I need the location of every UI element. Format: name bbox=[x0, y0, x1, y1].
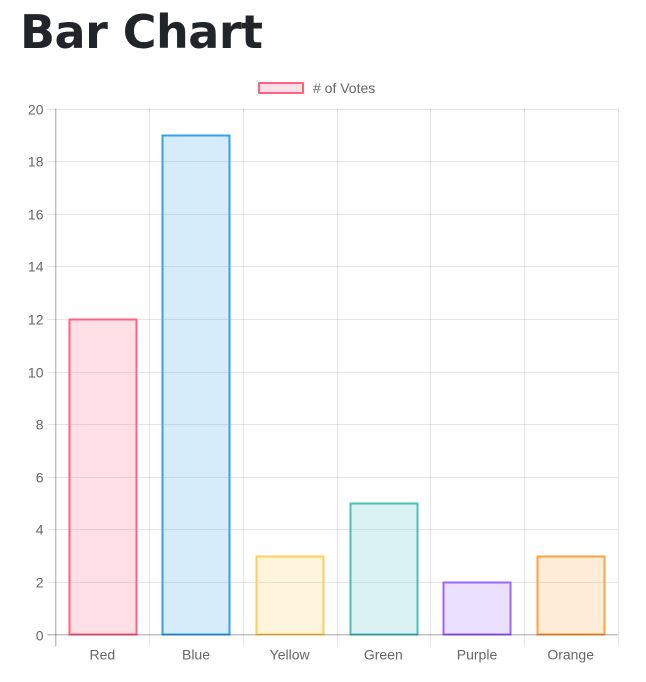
y-tick-label: 20 bbox=[28, 102, 44, 118]
y-tick-label: 10 bbox=[28, 365, 44, 381]
y-tick-label: 6 bbox=[36, 470, 44, 486]
legend-swatch bbox=[258, 82, 304, 94]
y-tick-label: 12 bbox=[28, 312, 44, 328]
x-tick-label: Purple bbox=[457, 647, 498, 663]
chart-axes bbox=[47, 108, 618, 647]
x-tick-label: Red bbox=[89, 647, 115, 663]
bar-red[interactable] bbox=[68, 318, 138, 636]
y-tick-label: 8 bbox=[36, 417, 44, 433]
x-tick-label: Orange bbox=[547, 647, 594, 663]
x-tick-label: Green bbox=[364, 647, 403, 663]
chart-legend[interactable]: # of Votes bbox=[258, 79, 375, 97]
y-tick-label: 0 bbox=[36, 628, 44, 644]
chart-labels: 0 2 4 6 8 10 12 14 16 18 20 Red Blue Yellow Green Purpl… bbox=[28, 102, 594, 663]
chart-bars bbox=[68, 134, 606, 636]
y-tick-label: 18 bbox=[28, 154, 44, 170]
bar-green[interactable] bbox=[349, 502, 419, 636]
bar-orange[interactable] bbox=[536, 555, 606, 636]
y-tick-label: 16 bbox=[28, 207, 44, 223]
y-tick-label: 14 bbox=[28, 259, 44, 275]
chart-grid bbox=[47, 108, 619, 647]
y-tick-label: 4 bbox=[36, 522, 44, 538]
bar-purple[interactable] bbox=[442, 581, 512, 636]
legend-label: # of Votes bbox=[313, 80, 376, 96]
x-tick-label: Blue bbox=[182, 647, 210, 663]
bar-blue[interactable] bbox=[161, 134, 231, 636]
bar-yellow[interactable] bbox=[255, 555, 325, 636]
page-title: Bar Chart bbox=[20, 5, 263, 59]
x-tick-label: Yellow bbox=[270, 647, 311, 663]
y-tick-label: 2 bbox=[36, 575, 44, 591]
